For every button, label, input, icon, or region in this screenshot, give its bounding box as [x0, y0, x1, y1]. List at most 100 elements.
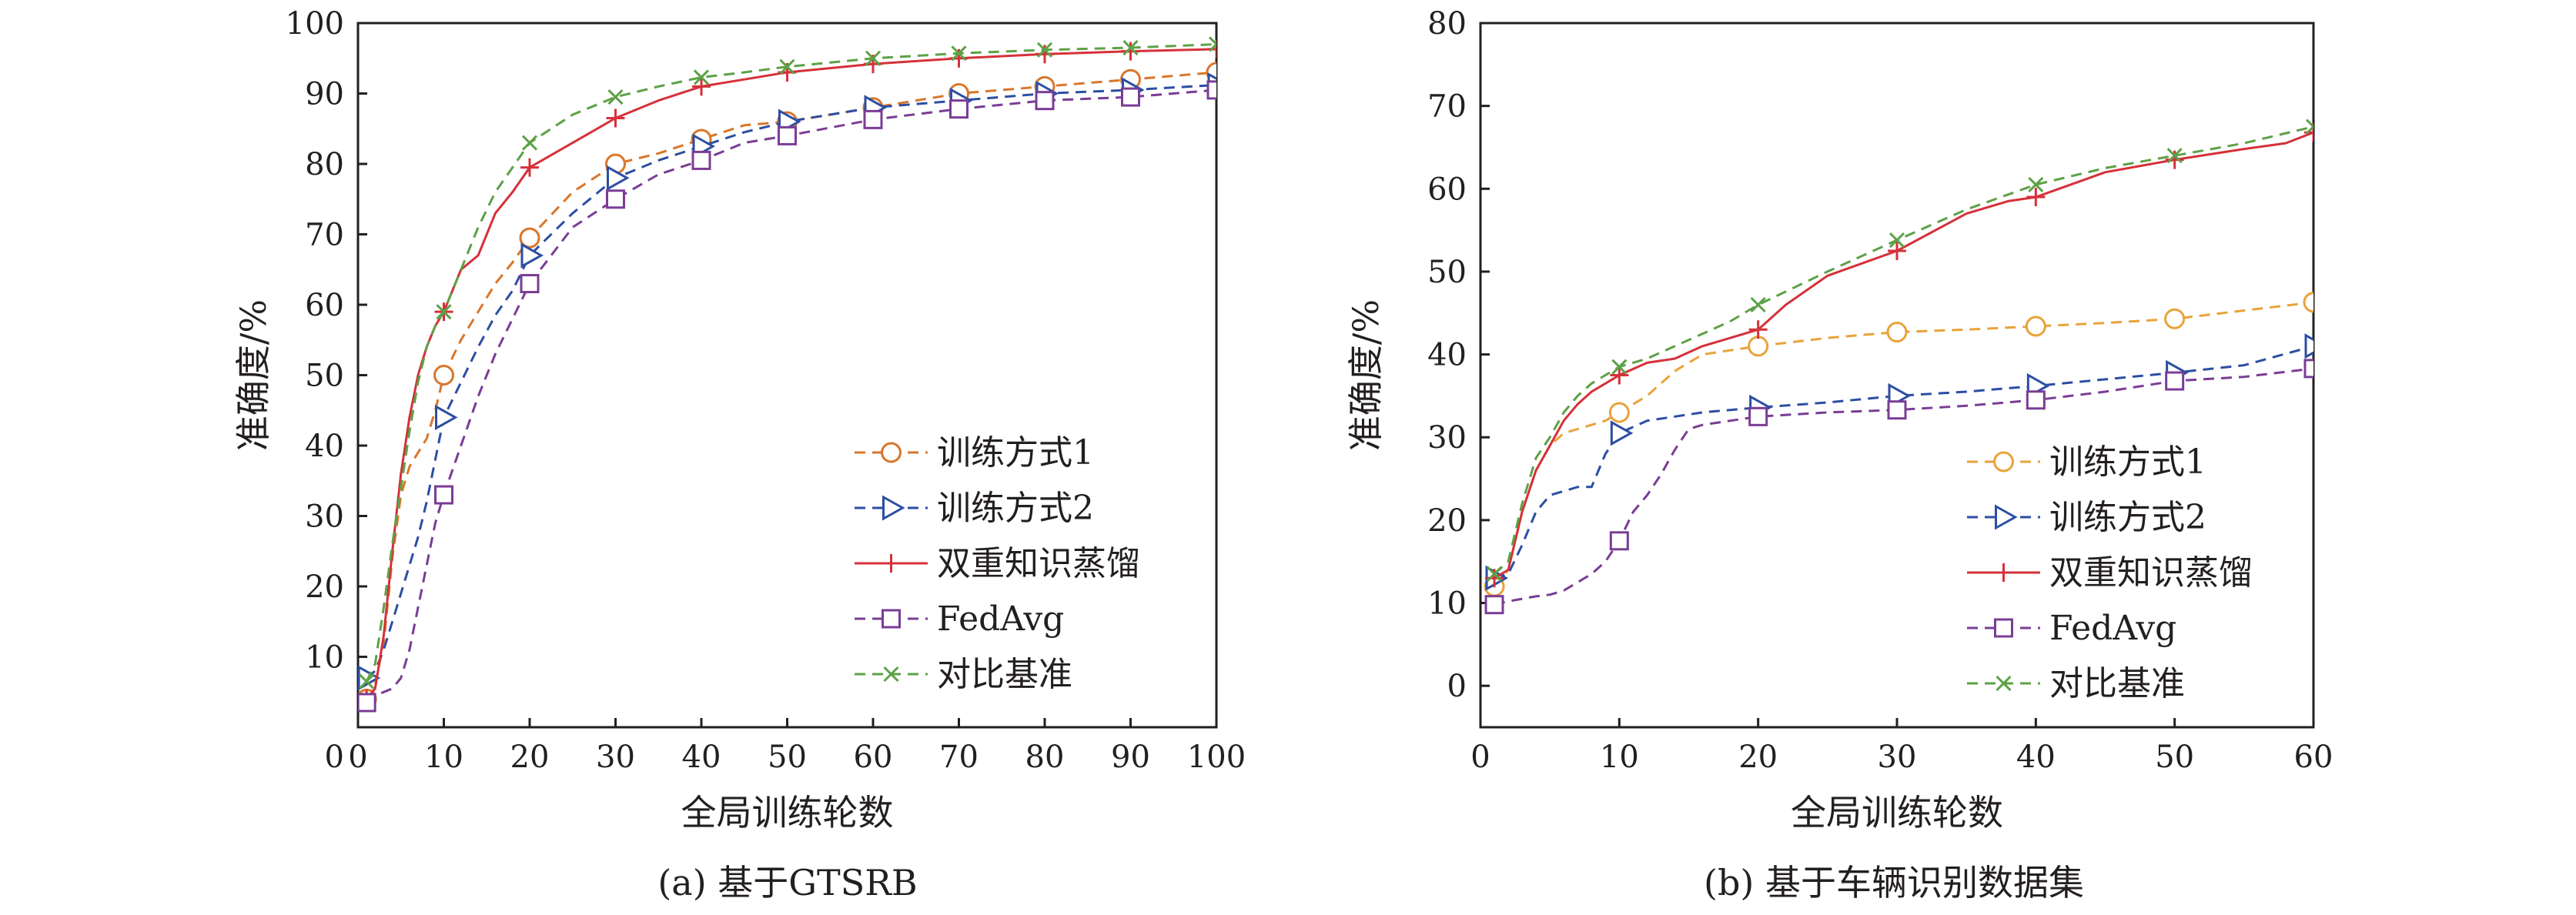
y-tick-label: 100 [286, 6, 344, 42]
legend-label: 训练方式1 [2049, 442, 2206, 482]
legend-marker [882, 495, 905, 521]
data-point [2304, 333, 2313, 359]
data-point [606, 109, 625, 128]
x-tick-label: 10 [1600, 740, 1639, 775]
data-point [2164, 308, 2186, 329]
x-tick-label: 90 [1111, 740, 1150, 775]
data-point [778, 125, 797, 145]
y-tick-label: 20 [305, 569, 344, 605]
x-axis-label: 全局训练轮数 [681, 792, 894, 833]
data-point [2303, 359, 2313, 379]
legend-marker [1995, 504, 2018, 530]
data-point [1750, 296, 1766, 313]
x-origin-label: 0 [325, 740, 344, 775]
legend-marker [1993, 451, 2014, 473]
y-tick-label: 0 [1447, 669, 1467, 704]
series-4 [1484, 359, 2313, 615]
series-5 [359, 36, 1216, 690]
data-point [1121, 42, 1140, 61]
data-point [1748, 336, 1769, 357]
data-point [520, 242, 544, 269]
x-tick-label: 50 [2155, 740, 2194, 775]
x-tick-label: 20 [1738, 740, 1778, 775]
data-point [1888, 242, 1906, 261]
series-5 [1486, 119, 2313, 582]
chart-gtsrb: 0 10 20 30 40 50 60 70 80 90 100 10 20 30 40 50 60 70 80 90… [233, 6, 1246, 903]
y-tick-label: 50 [305, 359, 344, 394]
legend-marker [1994, 618, 2013, 638]
data-point [1122, 39, 1139, 56]
legend-label: FedAvg [937, 599, 1064, 639]
data-point [607, 165, 630, 191]
data-point [433, 365, 454, 386]
legend-marker [881, 442, 902, 463]
data-point [1886, 322, 1908, 343]
y-tick-label: 50 [1427, 255, 1467, 290]
series-4 [358, 80, 1216, 713]
data-point [1748, 320, 1768, 339]
data-point [865, 50, 882, 66]
data-point [1484, 595, 1504, 615]
y-tick-label: 60 [1427, 172, 1467, 207]
data-point [435, 404, 458, 430]
data-point [1608, 402, 1630, 423]
y-tick-label: 20 [1427, 503, 1467, 539]
data-point [779, 58, 795, 75]
legend-marker [1994, 563, 2013, 582]
series-line [1494, 131, 2313, 579]
data-point [2305, 119, 2313, 135]
data-point [2166, 148, 2183, 164]
data-point [1610, 420, 1634, 446]
chart-caption: (b) 基于车辆识别数据集 [1704, 862, 2084, 903]
x-tick-label: 0 [1470, 740, 1490, 775]
data-point [521, 135, 538, 151]
data-point [1208, 36, 1216, 52]
series-line [365, 48, 1216, 700]
chart-vehicle: 0 10 20 30 40 50 60 0 10 20 30 40 50 60 70 80 全局训练轮数 准确度/… [1345, 6, 2333, 903]
y-tick-label: 10 [1427, 586, 1467, 622]
data-point [951, 45, 967, 62]
x-axis-label: 全局训练轮数 [1791, 792, 2003, 833]
x-tick-label: 40 [682, 740, 721, 775]
legend-label: 训练方式2 [2049, 498, 2206, 537]
legend-label: 训练方式2 [937, 489, 1094, 528]
data-point [2165, 150, 2184, 169]
x-tick-label: 10 [424, 740, 463, 775]
y-axis-label: 准确度/% [233, 299, 274, 451]
y-tick-label: 90 [305, 77, 344, 112]
legend-label: 双重知识蒸馏 [937, 544, 1140, 583]
x-tick-label: 70 [939, 740, 979, 775]
y-tick-label: 30 [1427, 420, 1467, 456]
data-point [606, 189, 625, 209]
data-point [1610, 366, 1629, 385]
x-tick-label: 60 [854, 740, 893, 775]
legend-label: FedAvg [2049, 609, 2176, 648]
data-point [2026, 188, 2046, 207]
data-point [1609, 531, 1629, 551]
data-point [436, 304, 452, 320]
data-point [1485, 569, 1504, 588]
data-point [358, 693, 376, 713]
data-point [2028, 176, 2044, 192]
data-point [1889, 232, 1905, 249]
data-point [2025, 316, 2046, 337]
data-point [692, 77, 711, 96]
x-tick-label: 100 [1187, 740, 1246, 775]
data-point [1036, 42, 1053, 58]
x-tick-label: 50 [768, 740, 807, 775]
y-tick-label: 10 [305, 640, 344, 676]
data-point [1121, 87, 1140, 107]
x-tick-label: 80 [1025, 740, 1065, 775]
data-point [693, 69, 710, 85]
legend-marker [882, 609, 901, 629]
data-point [691, 150, 711, 170]
legend: 训练方式1 训练方式2 双重知识蒸馏 FedAvg 对比基准 [855, 433, 1140, 694]
legend-marker [1996, 675, 2012, 692]
y-tick-label: 70 [1427, 89, 1467, 125]
y-tick-label: 40 [1427, 338, 1467, 373]
series-line [365, 71, 1216, 700]
series-line [1494, 345, 2313, 579]
x-tick-label: 40 [2016, 740, 2056, 775]
